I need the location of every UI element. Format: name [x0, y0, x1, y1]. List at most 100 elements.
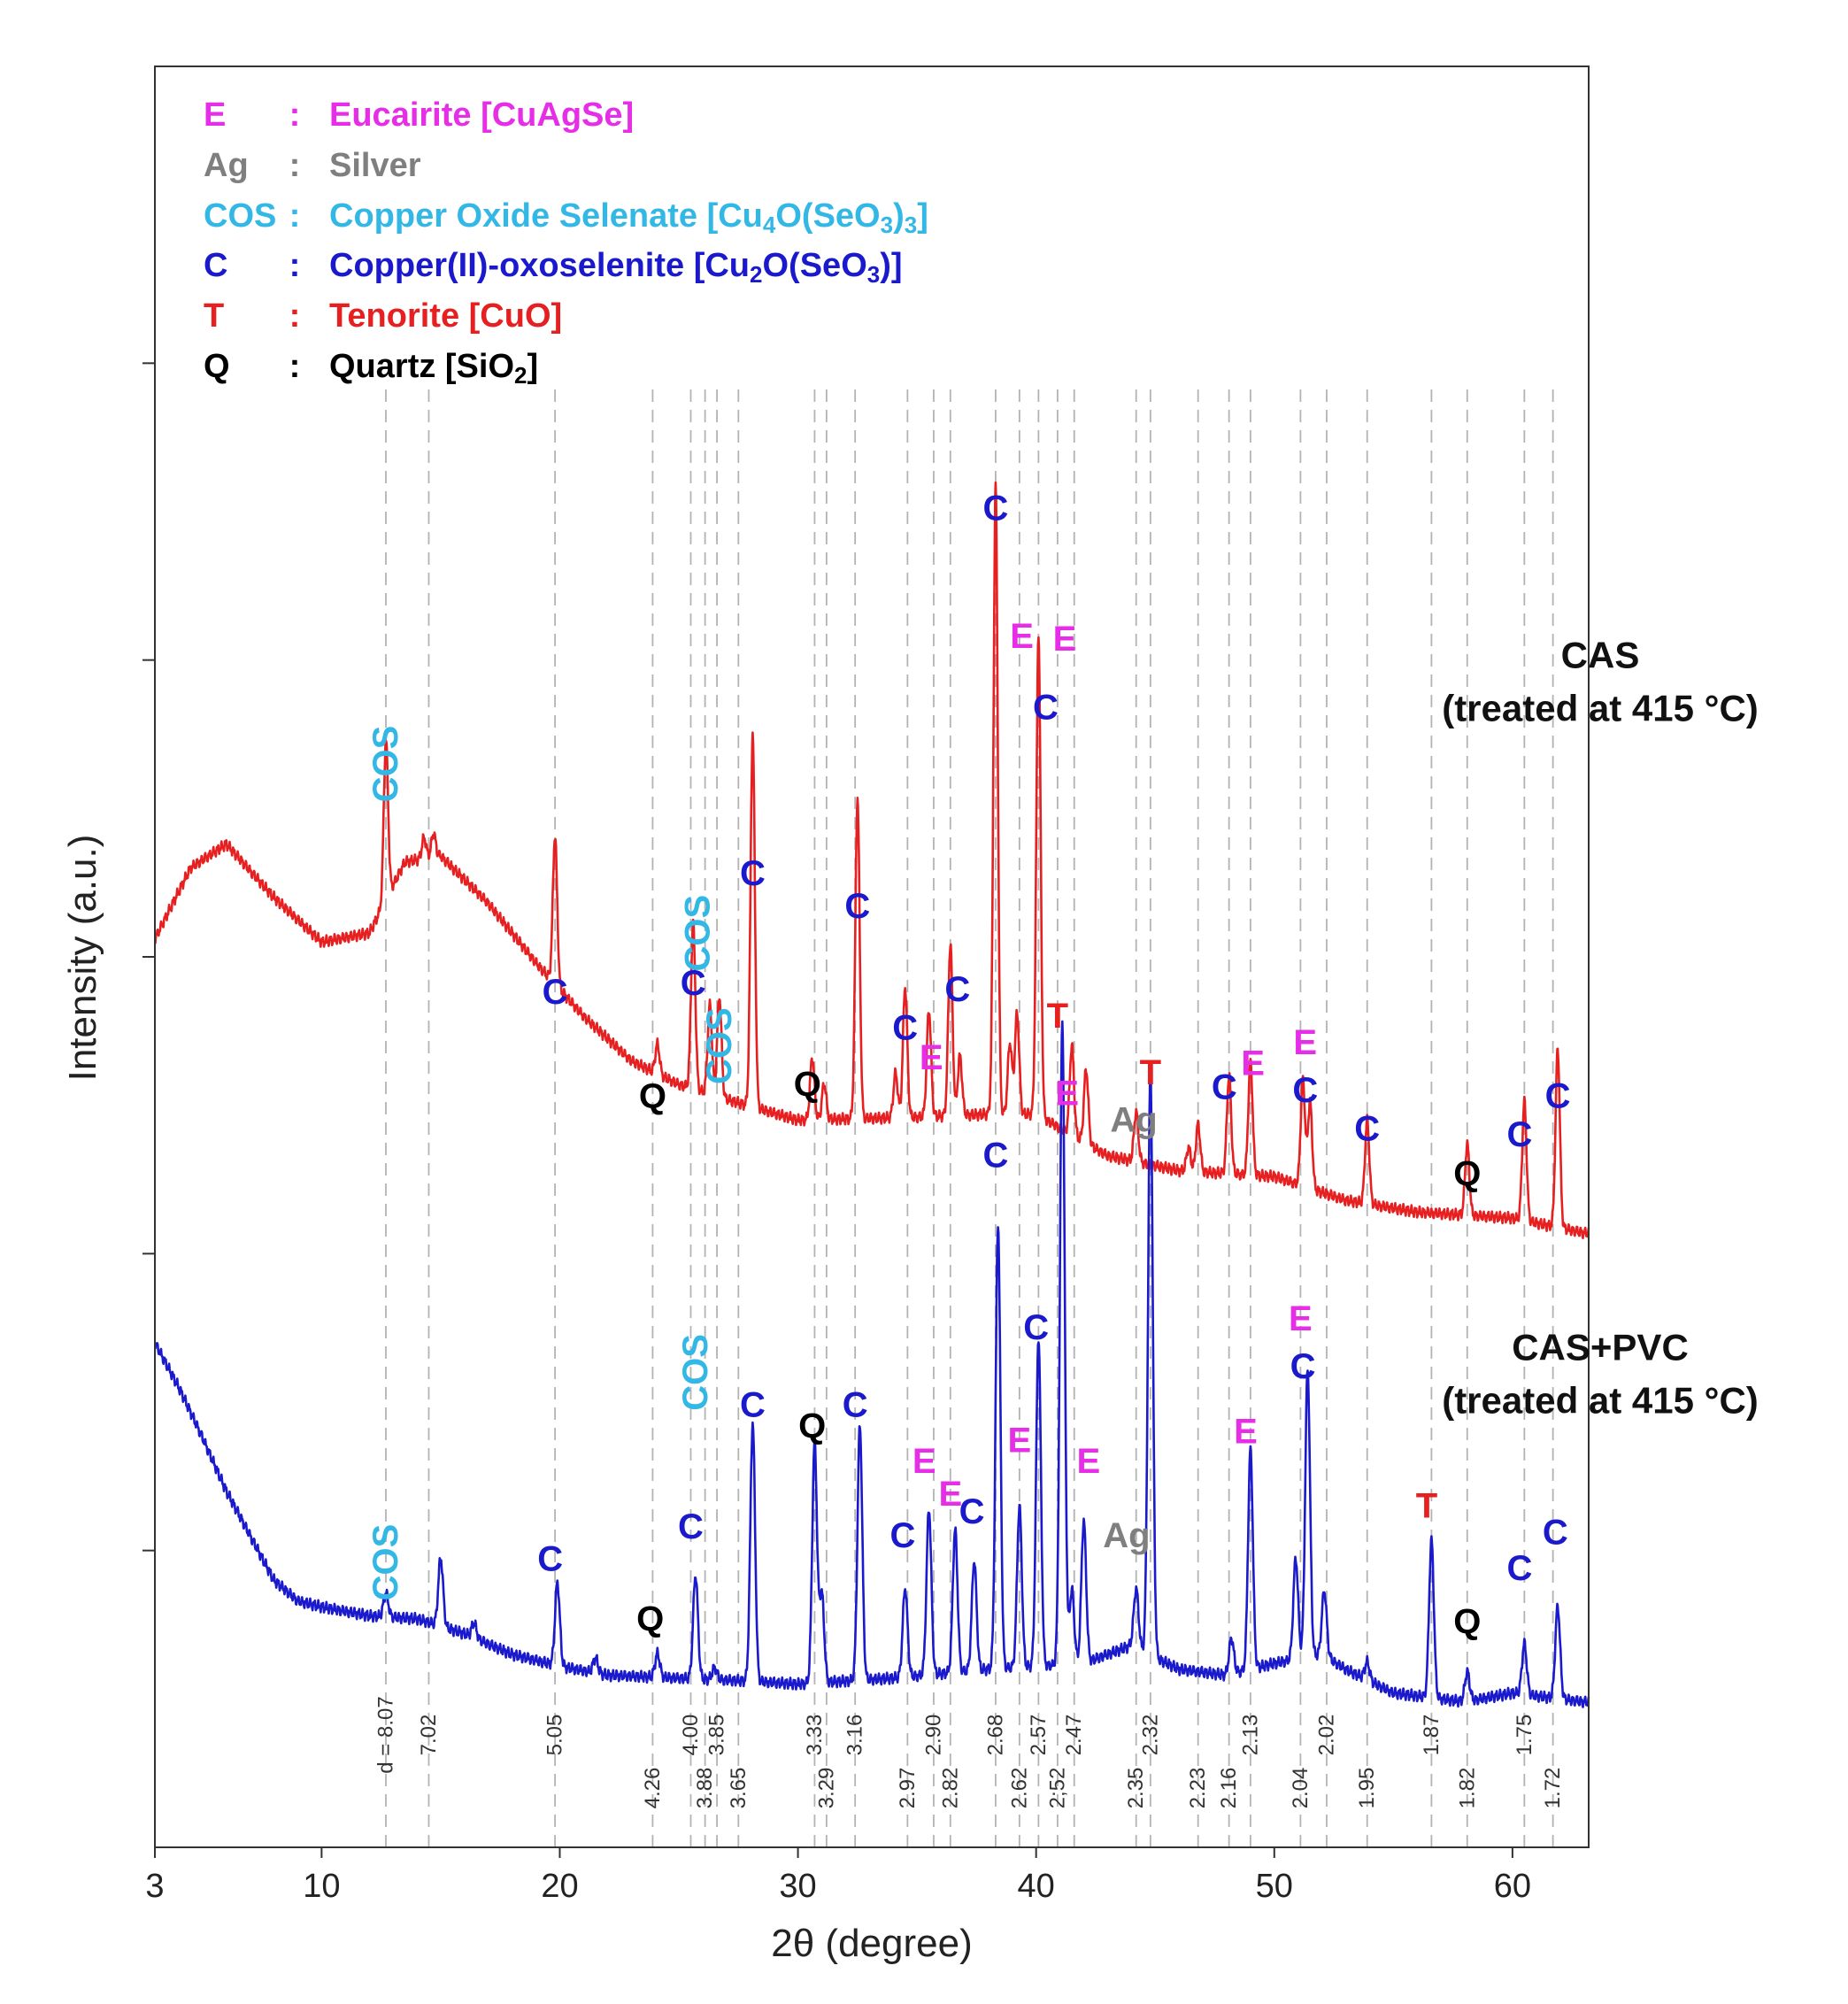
peak-label-q: Q [1453, 1602, 1481, 1641]
peak-label-c: C [1290, 1347, 1316, 1386]
d-spacing-label: 3.65 [727, 1768, 751, 1809]
peak-label-c: C [1212, 1068, 1237, 1107]
d-spacing-label: 2.13 [1238, 1715, 1262, 1756]
d-spacing-label: 2.68 [983, 1715, 1007, 1756]
d-spacing-label: 4.00 [679, 1715, 703, 1756]
peak-label-c: C [944, 970, 970, 1009]
d-spacing-label: 4.26 [641, 1768, 665, 1809]
peak-label-cos: COS [366, 1524, 405, 1601]
x-tick-label: 30 [779, 1868, 816, 1905]
peak-label-q: Q [1453, 1154, 1481, 1193]
peak-label-e: E [920, 1038, 943, 1077]
d-spacing-label: 3.88 [693, 1768, 717, 1809]
legend-name: Quartz [SiO2] [329, 348, 538, 389]
d-spacing-label: 7.02 [417, 1715, 441, 1756]
diffraction-traces [153, 481, 1590, 1708]
peak-label-c: C [537, 1540, 563, 1579]
x-tick-label: 50 [1256, 1868, 1293, 1905]
d-spacing-label: 1.72 [1541, 1768, 1565, 1809]
legend-sep: : [289, 96, 301, 134]
d-spacing-label: 2.02 [1314, 1715, 1338, 1756]
trace-cas [153, 481, 1590, 1239]
d-spacing-label: d = 8.07 [374, 1696, 398, 1773]
peak-label-q: Q [636, 1599, 664, 1638]
x-tick-label: 20 [541, 1868, 578, 1905]
legend-row-ag: Ag: Silver [204, 147, 421, 184]
d-spacing-label: 2.16 [1217, 1768, 1241, 1809]
peak-label-q: Q [639, 1077, 666, 1116]
peak-label-e: E [1053, 620, 1077, 659]
d-spacing-label: 1.87 [1420, 1715, 1444, 1756]
peak-label-cos: COS [700, 1007, 739, 1084]
legend-name: Silver [329, 147, 421, 184]
d-spacing-label: 2.32 [1138, 1715, 1162, 1756]
legend-row-e: E: Eucairite [CuAgSe] [204, 96, 634, 134]
x-tick-label: 10 [303, 1868, 340, 1905]
d-spacing-label: 2.04 [1289, 1768, 1313, 1809]
peak-label-c: C [982, 1137, 1008, 1175]
y-axis-title: Intensity (a.u.) [61, 835, 104, 1082]
trace-cas-pvc [153, 1020, 1590, 1708]
legend-sep: : [289, 348, 301, 385]
legend-name: Eucairite [CuAgSe] [329, 96, 634, 134]
peak-label-c: C [1507, 1549, 1533, 1588]
peak-label-cos: COS [366, 726, 405, 803]
d-spacing-label: 2.97 [896, 1768, 920, 1809]
legend-name: Copper(II)-oxoselenite [Cu2O(SeO3)] [329, 247, 903, 288]
d-spacing-label: 1.75 [1513, 1715, 1536, 1756]
peak-label-cos: COS [676, 1334, 715, 1411]
d-spacing-label: 5.05 [543, 1715, 567, 1756]
legend-name: Copper Oxide Selenate [Cu4O(SeO3)3] [329, 197, 928, 238]
legend-sep: : [289, 147, 301, 184]
peak-label-e: E [1055, 1074, 1079, 1113]
peak-label-c: C [681, 964, 706, 1003]
peak-label-c: C [678, 1507, 704, 1546]
d-spacing-label: 2.62 [1007, 1768, 1031, 1809]
peak-label-c: C [740, 1385, 766, 1424]
d-spacing-label: 3.16 [843, 1715, 867, 1756]
axes: 3 10 20 30 40 50 60 [142, 362, 1531, 1905]
peak-label-ag: Ag [1103, 1516, 1150, 1555]
d-spacing-label: 1.95 [1355, 1768, 1379, 1809]
peak-label-c: C [1354, 1109, 1380, 1148]
peak-label-t: T [1047, 997, 1068, 1036]
legend-sep: : [289, 197, 301, 235]
peak-label-c: C [1023, 1308, 1049, 1347]
d-spacing-labels: d = 8.07 7.02 5.05 4.26 4.00 3.88 3.85 3.65 3.33… [374, 1696, 1566, 1808]
legend-row-q: Q: Quartz [SiO2] [204, 348, 538, 389]
x-tick-label: 60 [1494, 1868, 1531, 1905]
peak-label-e: E [1241, 1044, 1265, 1083]
d-spacing-label: 2.35 [1124, 1768, 1148, 1809]
d-spacing-label: 3.85 [705, 1715, 729, 1756]
peak-label-e: E [1010, 617, 1034, 656]
x-tick-label: 3 [145, 1868, 164, 1905]
d-spacing-label: 2.23 [1186, 1768, 1210, 1809]
peak-label-cos: COS [679, 895, 718, 972]
peak-label-q: Q [794, 1065, 821, 1104]
legend-sep: : [289, 297, 301, 335]
peak-label-c: C [959, 1492, 985, 1531]
peak-label-c: C [1033, 688, 1059, 727]
x-axis-title: 2θ (degree) [771, 1922, 972, 1965]
d-spacing-label: 2.82 [938, 1768, 962, 1809]
legend-row-cos: COS: Copper Oxide Selenate [Cu4O(SeO3)3] [204, 197, 928, 238]
d-spacing-label: 3.29 [814, 1768, 838, 1809]
d-spacing-label: 2.57 [1027, 1715, 1051, 1756]
series-label-condition: (treated at 415 °C) [1442, 688, 1759, 729]
peak-label-c: C [1507, 1115, 1533, 1154]
legend: E: Eucairite [CuAgSe] Ag: Silver COS: Copper … [204, 96, 928, 389]
peak-label-c: C [843, 1385, 868, 1424]
peak-label-e: E [1293, 1023, 1317, 1062]
peak-label-e: E [938, 1475, 962, 1514]
peak-label-t: T [1140, 1053, 1161, 1092]
series-label-condition: (treated at 415 °C) [1442, 1380, 1759, 1422]
peak-label-q: Q [798, 1407, 826, 1445]
peak-label-c: C [1545, 1077, 1571, 1116]
legend-code: Ag [204, 147, 249, 184]
d-spacing-label: 2.47 [1062, 1715, 1086, 1756]
legend-row-c: C: Copper(II)-oxoselenite [Cu2O(SeO3)] [204, 247, 903, 288]
peak-label-e: E [1008, 1422, 1032, 1461]
x-tick-label: 40 [1018, 1868, 1055, 1905]
